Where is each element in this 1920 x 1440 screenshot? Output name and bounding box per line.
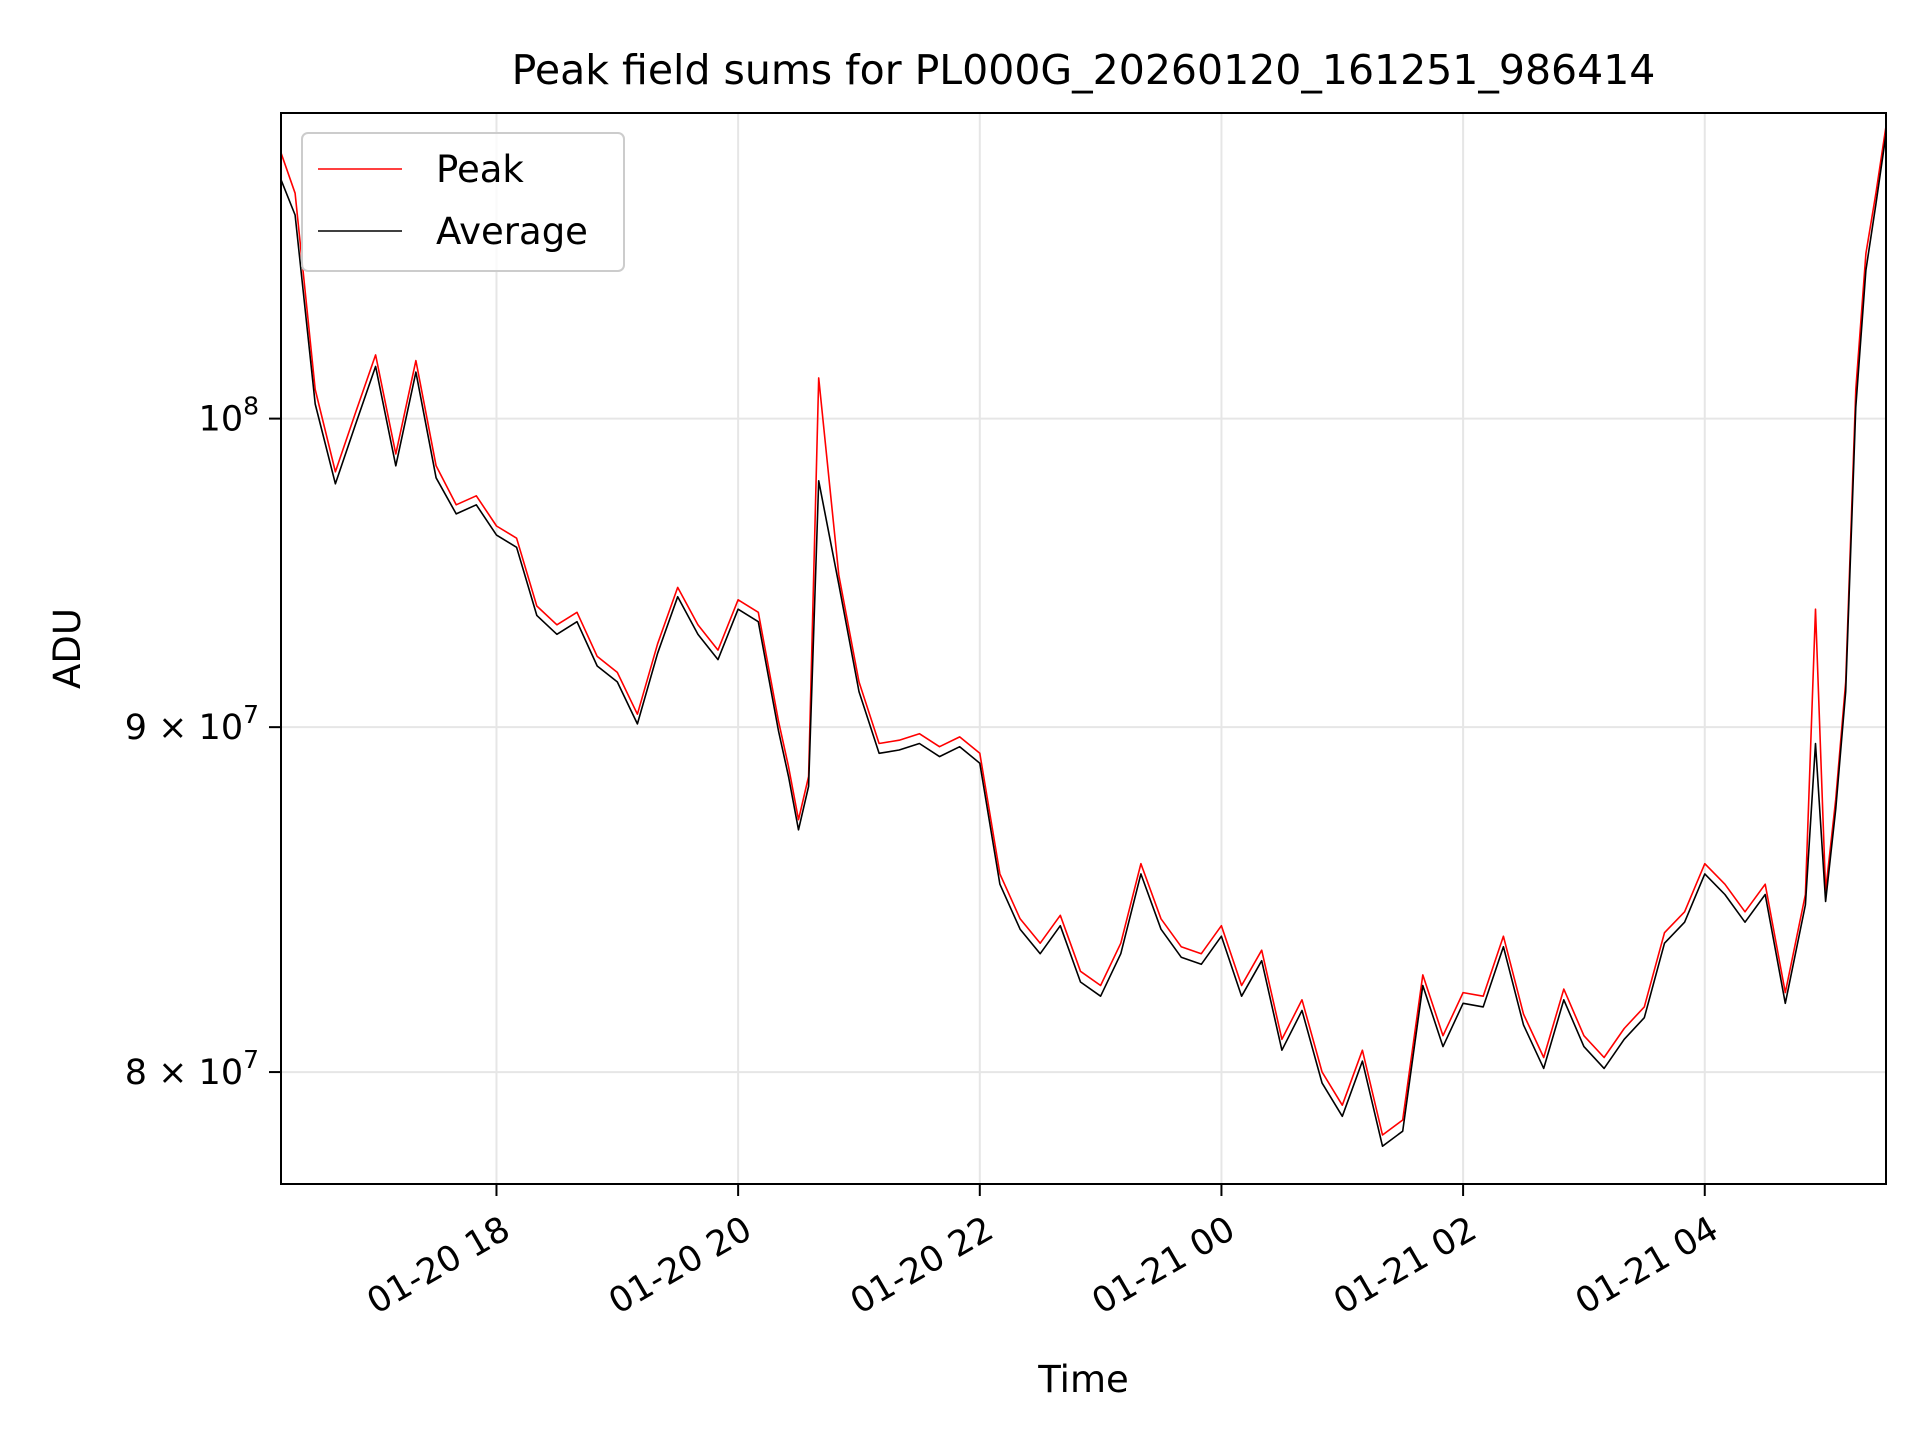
y-tick-base: 9 × 10	[125, 708, 243, 748]
series-line-peak	[280, 126, 1887, 1136]
grid-lines	[281, 113, 1886, 1184]
x-axis-label: Time	[1037, 1358, 1129, 1401]
y-tick-label: 8 × 107	[125, 1045, 259, 1093]
legend-label-peak: Peak	[436, 148, 524, 191]
legend-box	[301, 132, 625, 272]
y-axis-label: ADU	[46, 608, 89, 689]
series-layer	[280, 126, 1887, 1147]
plot-frame	[280, 112, 1887, 1185]
y-tick-exponent: 7	[243, 1045, 259, 1074]
y-tick-base: 8 × 10	[125, 1053, 243, 1093]
y-tick-label: 9 × 107	[125, 700, 259, 748]
legend-label-average: Average	[436, 210, 588, 253]
series-line-average	[280, 134, 1887, 1147]
y-tick-label: 108	[199, 392, 259, 440]
y-tick-exponent: 8	[243, 392, 259, 421]
y-tick-base: 10	[199, 400, 244, 440]
legend: Peak Average	[301, 132, 625, 272]
chart-title: Peak field sums for PL000G_20260120_1612…	[512, 46, 1656, 94]
y-tick-exponent: 7	[243, 700, 259, 729]
